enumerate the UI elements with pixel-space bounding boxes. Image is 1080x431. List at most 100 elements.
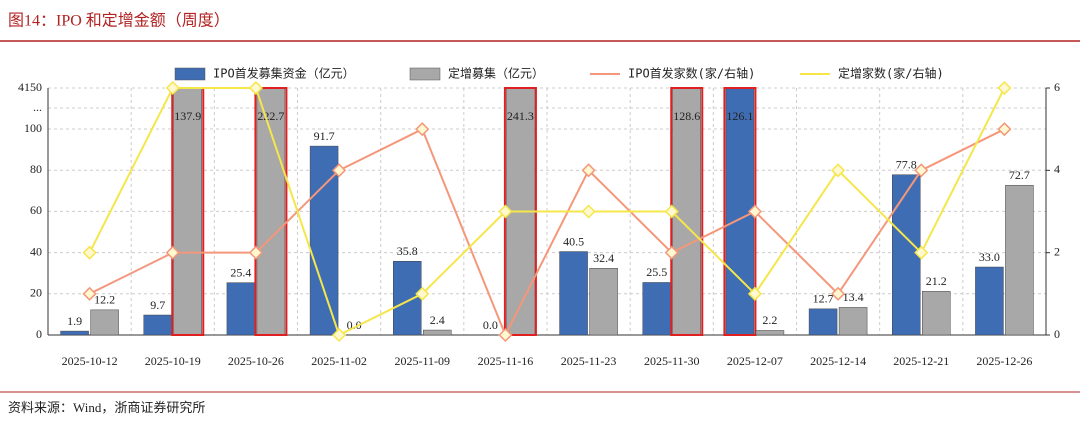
bar bbox=[60, 330, 89, 336]
bar bbox=[559, 251, 588, 336]
data-label: 0.0 bbox=[347, 318, 362, 332]
data-label: 9.7 bbox=[150, 298, 165, 312]
bar bbox=[755, 330, 785, 336]
data-label: 126.1 bbox=[726, 109, 753, 123]
legend-label: IPO首发家数(家/右轴) bbox=[628, 66, 755, 81]
marker bbox=[82, 245, 97, 260]
data-label: 12.7 bbox=[813, 292, 834, 306]
data-label: 2.4 bbox=[430, 313, 445, 327]
y2-tick-label: 6 bbox=[1054, 80, 1060, 94]
legend-label: 定增募集（亿元） bbox=[448, 66, 544, 81]
legend-swatch bbox=[174, 67, 206, 81]
bar bbox=[143, 314, 172, 336]
y-tick-label: 80 bbox=[30, 162, 42, 176]
chart-title: 图14：IPO 和定增金额（周度） bbox=[8, 12, 230, 30]
marker bbox=[165, 80, 180, 96]
x-tick-label: 2025-11-02 bbox=[311, 354, 367, 368]
bar bbox=[589, 268, 618, 336]
data-label: 32.4 bbox=[593, 251, 614, 265]
data-label: 0.0 bbox=[483, 318, 498, 332]
marker bbox=[248, 245, 263, 260]
marker bbox=[997, 80, 1012, 96]
marker bbox=[581, 163, 596, 178]
data-label: 241.3 bbox=[507, 109, 534, 123]
data-label: 33.0 bbox=[979, 250, 1000, 264]
marker bbox=[831, 286, 846, 301]
bar bbox=[309, 145, 339, 336]
x-tick-label: 2025-11-09 bbox=[394, 354, 450, 368]
bar bbox=[226, 282, 256, 336]
x-tick-label: 2025-10-26 bbox=[228, 354, 284, 368]
x-tick-label: 2025-12-26 bbox=[976, 354, 1032, 368]
data-label: 12.2 bbox=[94, 293, 115, 307]
data-label: 35.8 bbox=[397, 244, 418, 258]
data-label: 137.9 bbox=[174, 109, 201, 123]
bar bbox=[423, 329, 452, 336]
legend-label: IPO首发募集资金（亿元） bbox=[213, 66, 355, 81]
data-label: 25.5 bbox=[646, 265, 667, 279]
marker bbox=[498, 327, 513, 343]
data-label: 222.7 bbox=[257, 109, 284, 123]
y2-tick-label: 2 bbox=[1054, 244, 1060, 258]
y-tick-label: 60 bbox=[30, 203, 42, 217]
marker bbox=[165, 245, 180, 260]
data-label: 72.7 bbox=[1009, 168, 1030, 182]
x-tick-label: 2025-10-19 bbox=[145, 354, 201, 368]
bar bbox=[892, 174, 921, 336]
data-label: 13.4 bbox=[843, 290, 864, 304]
line bbox=[88, 87, 1006, 337]
marker bbox=[747, 286, 762, 301]
marker bbox=[415, 122, 430, 137]
marker bbox=[914, 245, 929, 260]
bar bbox=[808, 308, 838, 336]
bar bbox=[393, 261, 422, 336]
x-tick-label: 2025-12-14 bbox=[810, 354, 866, 368]
x-tick-label: 2025-11-16 bbox=[478, 354, 534, 368]
legend-swatch bbox=[409, 67, 441, 81]
source: 资料来源：Wind，浙商证券研究所 bbox=[8, 400, 205, 415]
overflow-outline bbox=[254, 87, 288, 336]
y-tick-label: 0 bbox=[36, 327, 42, 341]
y-tick-label: 100 bbox=[24, 121, 42, 135]
legend-label: 定增家数(家/右轴) bbox=[838, 66, 944, 81]
data-label: 21.2 bbox=[926, 274, 947, 288]
marker bbox=[581, 204, 596, 219]
x-tick-label: 2025-11-23 bbox=[561, 354, 617, 368]
x-tick-label: 2025-10-12 bbox=[62, 354, 118, 368]
marker bbox=[831, 163, 846, 178]
bar bbox=[838, 307, 868, 336]
bar bbox=[90, 309, 119, 336]
line bbox=[89, 127, 1005, 338]
bar bbox=[1005, 184, 1034, 336]
y-tick-label: 20 bbox=[30, 286, 42, 300]
bar bbox=[975, 266, 1004, 336]
x-tick-label: 2025-12-07 bbox=[727, 354, 783, 368]
marker bbox=[664, 204, 679, 219]
data-label: 77.8 bbox=[896, 157, 917, 171]
data-label: 2.2 bbox=[762, 313, 777, 327]
marker bbox=[332, 163, 347, 178]
x-tick-label: 2025-11-30 bbox=[644, 354, 700, 368]
marker bbox=[914, 163, 929, 178]
bar bbox=[642, 282, 671, 336]
marker bbox=[332, 327, 347, 343]
y2-tick-label: 4 bbox=[1054, 162, 1060, 176]
marker bbox=[997, 122, 1012, 137]
bar bbox=[922, 291, 951, 336]
data-label: 128.6 bbox=[673, 109, 700, 123]
data-label: 1.9 bbox=[67, 314, 82, 328]
x-tick-label: 2025-12-21 bbox=[893, 354, 949, 368]
y2-tick-label: 0 bbox=[1054, 327, 1060, 341]
marker bbox=[747, 204, 762, 219]
data-label: 40.5 bbox=[563, 234, 584, 248]
axis-break: ... bbox=[33, 100, 42, 114]
marker bbox=[248, 80, 263, 96]
data-label: 25.4 bbox=[230, 265, 251, 279]
marker bbox=[82, 286, 97, 301]
bar bbox=[256, 87, 286, 336]
data-label: 91.7 bbox=[314, 129, 335, 143]
marker bbox=[664, 245, 679, 260]
y-tick-label: 4150 bbox=[18, 80, 42, 94]
bar bbox=[173, 87, 202, 336]
